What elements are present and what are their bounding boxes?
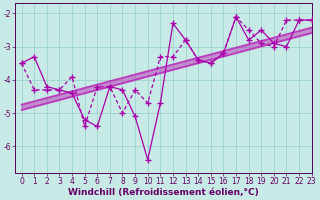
X-axis label: Windchill (Refroidissement éolien,°C): Windchill (Refroidissement éolien,°C) bbox=[68, 188, 259, 197]
